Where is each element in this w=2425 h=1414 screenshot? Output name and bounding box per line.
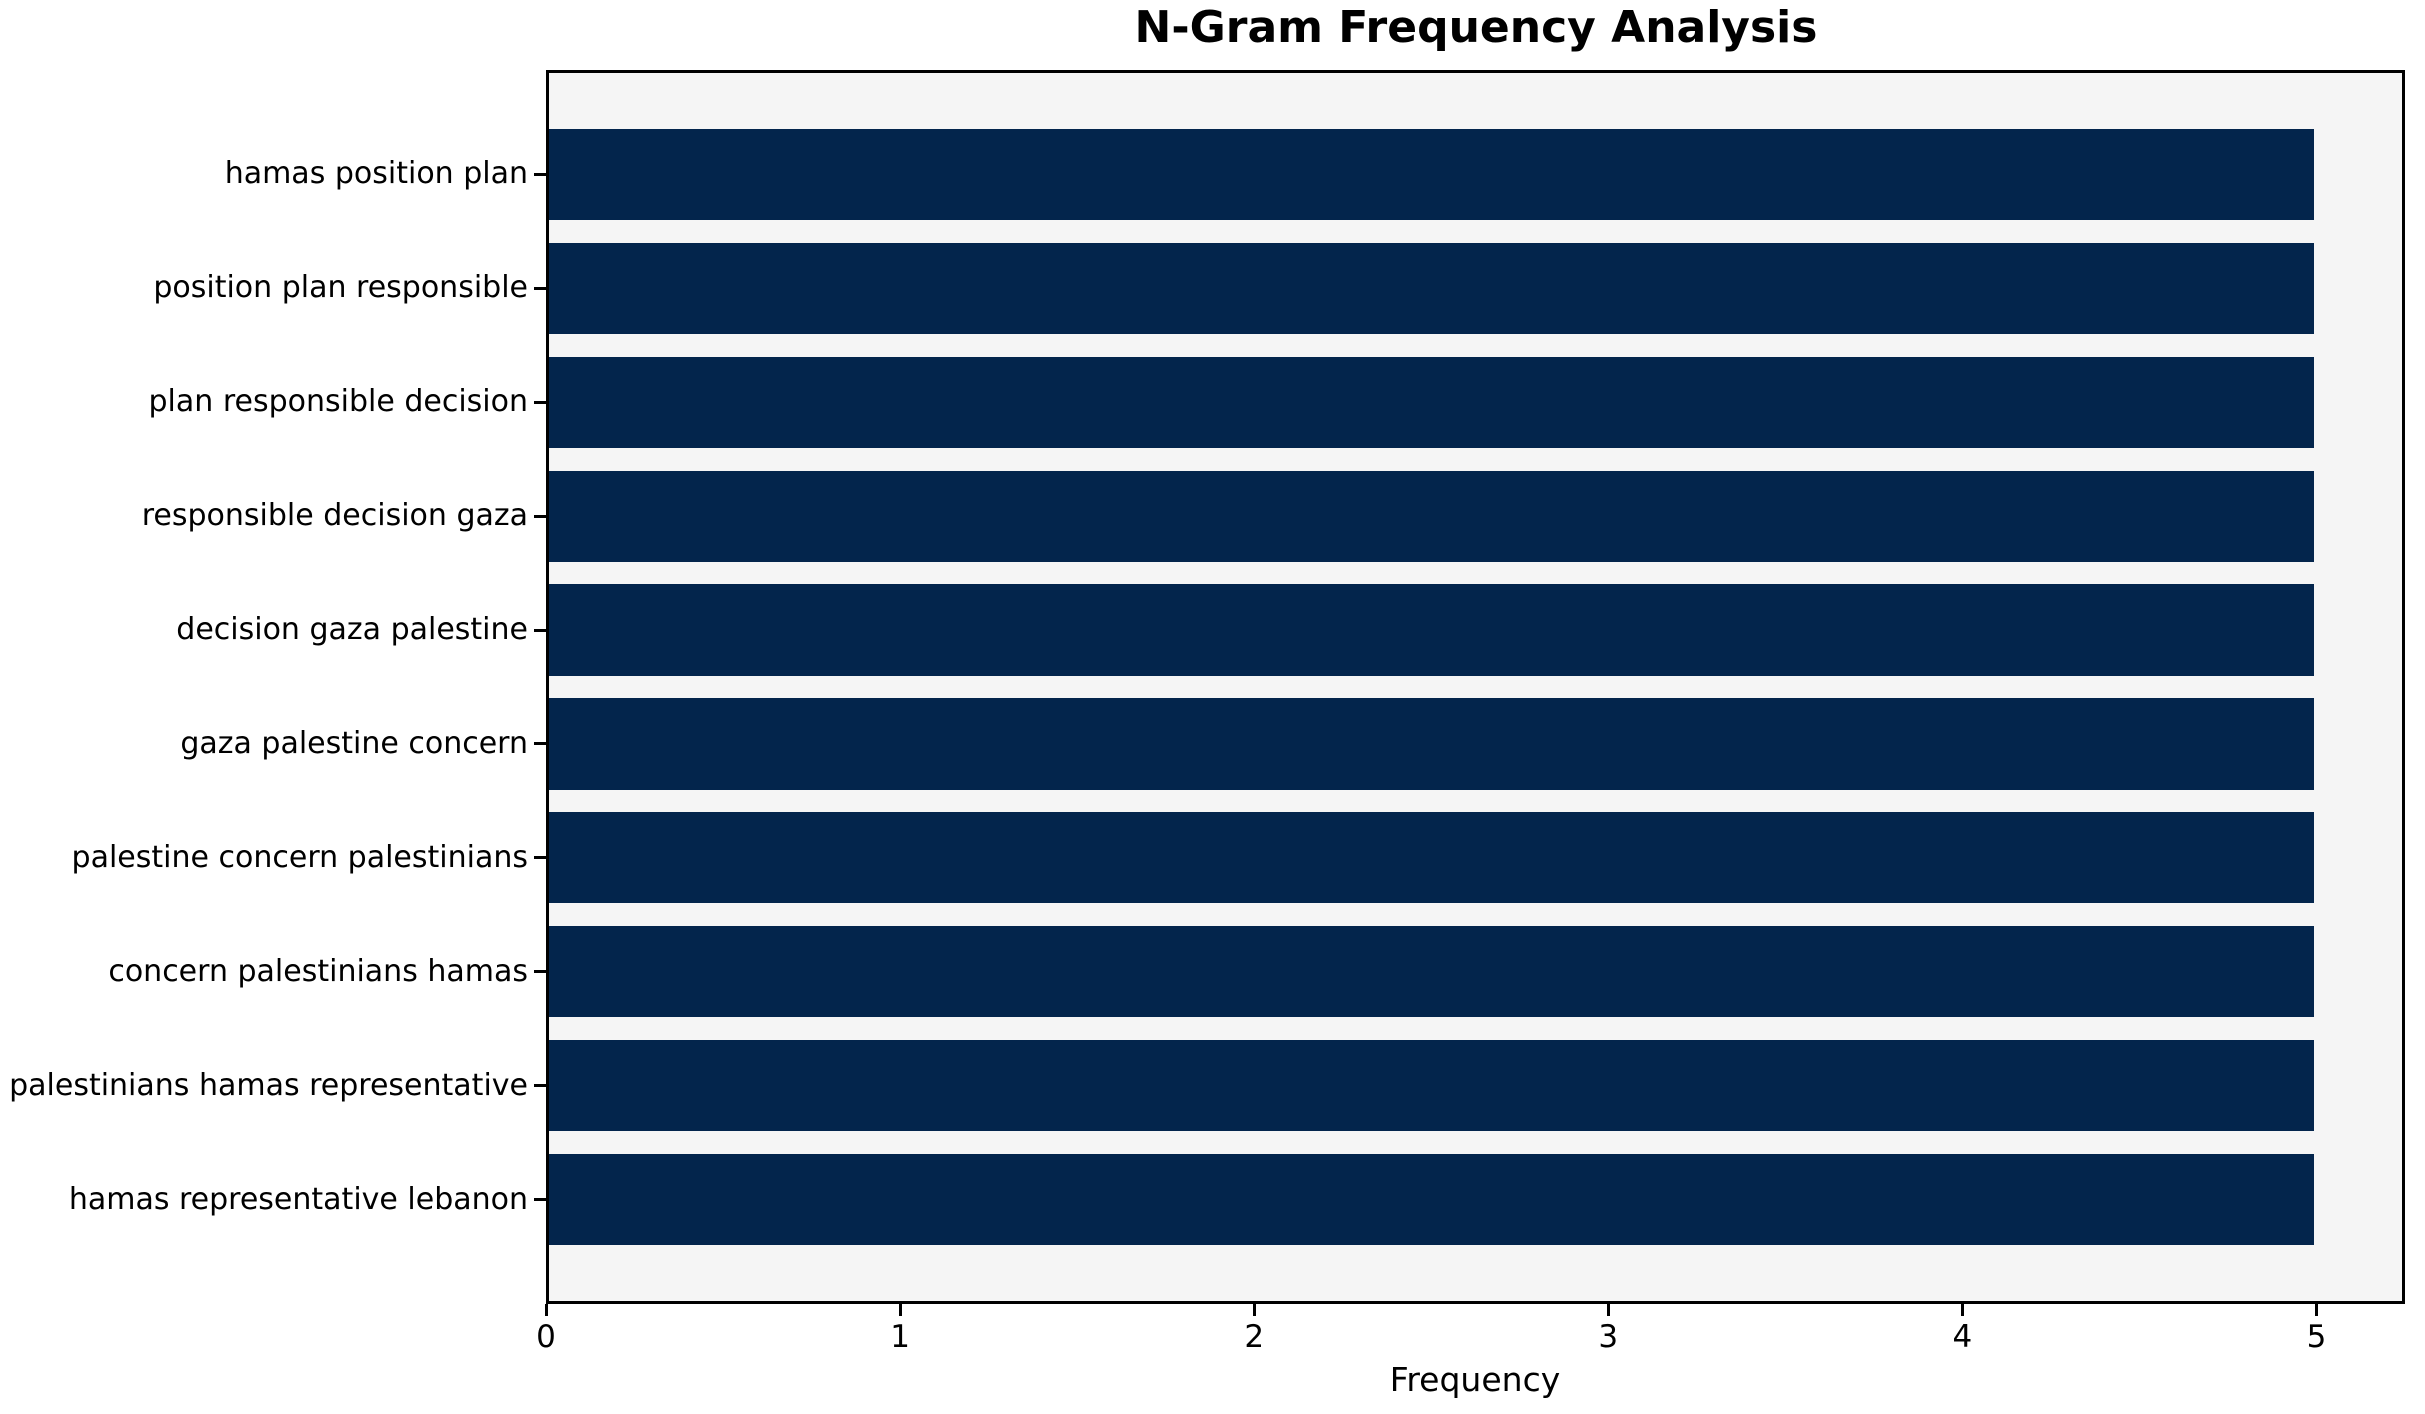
y-tick-label: palestine concern palestinians (71, 839, 528, 875)
y-tick-label: concern palestinians hamas (108, 953, 528, 989)
y-tick-label: responsible decision gaza (141, 498, 528, 534)
chart-title: N-Gram Frequency Analysis (1134, 2, 1818, 53)
x-tick-mark (544, 1304, 548, 1316)
x-tick-label: 2 (1244, 1319, 1265, 1355)
bar-decision-gaza-palestine (549, 584, 2314, 676)
bar-gaza-palestine-concern (549, 698, 2314, 790)
bar-responsible-decision-gaza (549, 470, 2314, 562)
y-tick-label: plan responsible decision (148, 384, 528, 420)
plot-area (546, 70, 2405, 1304)
bar-concern-palestinians-hamas (549, 926, 2314, 1018)
bar-hamas-position-plan (549, 128, 2314, 220)
y-tick-label: position plan responsible (153, 270, 528, 306)
y-tick-mark (534, 514, 546, 518)
x-tick-label: 5 (2306, 1319, 2327, 1355)
bar-hamas-representative-lebanon (549, 1154, 2314, 1246)
y-tick-mark (534, 400, 546, 404)
y-tick-label: palestinians hamas representative (9, 1067, 528, 1103)
x-tick-mark (1252, 1304, 1256, 1316)
y-tick-mark (534, 856, 546, 860)
bar-palestinians-hamas-representative (549, 1040, 2314, 1132)
y-tick-mark (534, 628, 546, 632)
y-tick-mark (534, 172, 546, 176)
x-tick-label: 4 (1952, 1319, 1973, 1355)
y-tick-mark (534, 286, 546, 290)
y-tick-label: hamas position plan (224, 156, 528, 192)
x-tick-mark (1960, 1304, 1964, 1316)
bar-plan-responsible-decision (549, 356, 2314, 448)
y-tick-label: decision gaza palestine (176, 612, 528, 648)
x-tick-label: 0 (536, 1319, 556, 1355)
y-tick-mark (534, 970, 546, 974)
y-tick-mark (534, 1084, 546, 1088)
x-tick-label: 3 (1598, 1319, 1619, 1355)
x-axis-label: Frequency (1389, 1360, 1561, 1399)
x-tick-mark (2314, 1304, 2318, 1316)
x-tick-mark (1606, 1304, 1610, 1316)
y-tick-mark (534, 742, 546, 746)
bar-position-plan-responsible (549, 242, 2314, 334)
y-tick-label: gaza palestine concern (180, 725, 528, 761)
y-tick-mark (534, 1198, 546, 1202)
x-tick-mark (898, 1304, 902, 1316)
bar-palestine-concern-palestinians (549, 812, 2314, 904)
y-tick-label: hamas representative lebanon (68, 1181, 528, 1217)
x-tick-label: 1 (890, 1319, 910, 1355)
